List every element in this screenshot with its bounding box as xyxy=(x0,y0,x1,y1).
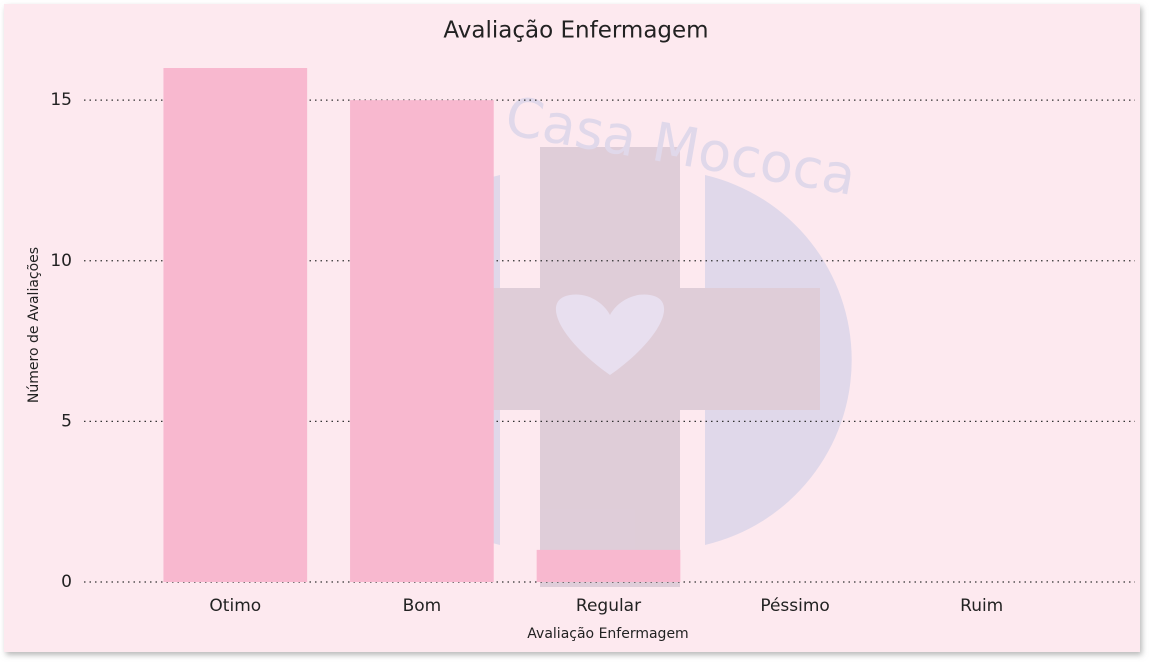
chart-title: Avaliação Enfermagem xyxy=(443,18,708,44)
y-tick-label: 10 xyxy=(50,251,72,271)
x-tick-label: Otimo xyxy=(209,596,261,616)
y-tick-label: 5 xyxy=(61,411,72,431)
x-tick-label: Bom xyxy=(403,596,442,616)
x-tick-label: Péssimo xyxy=(760,596,830,616)
y-tick-label: 0 xyxy=(61,572,72,592)
bar xyxy=(163,68,308,582)
x-axis-label: Avaliação Enfermagem xyxy=(527,626,688,642)
logo-heart xyxy=(555,294,665,375)
bar xyxy=(536,549,681,582)
y-tick-label: 15 xyxy=(50,90,72,110)
y-axis-label: Número de Avaliações xyxy=(26,247,42,403)
x-tick-label: Ruim xyxy=(960,596,1003,616)
x-tick-label: Regular xyxy=(576,596,641,616)
bar xyxy=(350,100,494,582)
